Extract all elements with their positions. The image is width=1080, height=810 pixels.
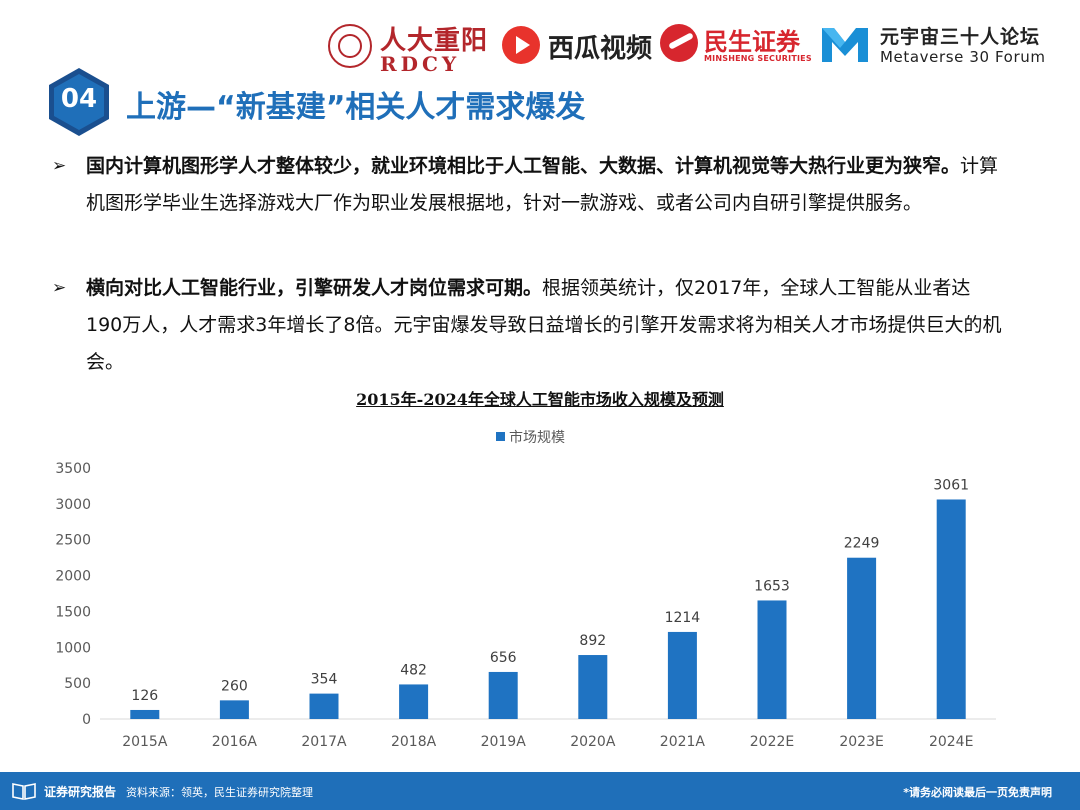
page-title: 上游—“新基建”相关人才需求爆发 — [126, 90, 586, 125]
minsheng-logo-cn: 民生证券 — [704, 28, 800, 56]
header-logos: 人大重阳 RDCY 西瓜视频 民生证券 MINSHENG SECURITIES … — [328, 18, 1060, 78]
xigua-logo-text: 西瓜视频 — [548, 34, 653, 64]
legend-label: 市场规模 — [509, 429, 565, 446]
y-tick-label: 0 — [82, 712, 91, 728]
metaverse-forum-en: Metaverse 30 Forum — [880, 48, 1046, 66]
x-tick-label: 2015A — [122, 734, 168, 750]
minsheng-logo-en: MINSHENG SECURITIES — [704, 54, 812, 63]
x-tick-label: 2020A — [570, 734, 616, 750]
metaverse-forum-cn: 元宇宙三十人论坛 — [880, 26, 1041, 48]
bullet-text-1: 国内计算机图形学人才整体较少，就业环境相比于人工智能、大数据、计算机视觉等大热行… — [86, 148, 1002, 222]
xigua-play-icon — [502, 26, 540, 64]
data-label-2023E: 2249 — [844, 536, 880, 552]
y-tick-label: 500 — [64, 676, 91, 692]
data-label-2015A: 126 — [131, 688, 158, 704]
bullet-point-1: ➢ 国内计算机图形学人才整体较少，就业环境相比于人工智能、大数据、计算机视觉等大… — [52, 148, 1002, 222]
x-tick-label: 2022E — [750, 734, 794, 750]
x-tick-label: 2017A — [301, 734, 347, 750]
bar-chart: 市场规模 0 500 1000 1500 2000 2500 3000 3500 126 2015A… — [55, 429, 996, 750]
bar-2017A — [309, 693, 339, 719]
footer-source: 资料来源：领英，民生证券研究院整理 — [126, 786, 313, 799]
book-icon — [12, 783, 36, 800]
bar-2019A — [488, 671, 518, 719]
data-label-2018A: 482 — [400, 662, 427, 678]
data-label-2019A: 656 — [490, 650, 517, 666]
chart-title: 2015年-2024年全球人工智能市场收入规模及预测 — [356, 390, 724, 409]
arrow-bullet-icon: ➢ — [52, 278, 67, 298]
y-tick-label: 3000 — [55, 497, 91, 513]
data-label-2017A: 354 — [311, 672, 338, 688]
legend-swatch — [496, 432, 505, 441]
y-tick-label: 2500 — [55, 533, 91, 549]
x-tick-label: 2021A — [660, 734, 706, 750]
footer-disclaimer: *请务必阅读最后一页免责声明 — [903, 786, 1052, 799]
bar-2023E — [847, 557, 877, 719]
y-tick-label: 1000 — [55, 640, 91, 656]
rdcy-seal-icon — [328, 24, 372, 68]
data-label-2020A: 892 — [579, 633, 606, 649]
data-label-2022E: 1653 — [754, 578, 790, 594]
bar-2015A — [130, 709, 160, 719]
data-label-2021A: 1214 — [665, 610, 701, 626]
footer-report-label: 证券研究报告 — [44, 785, 117, 799]
footer-bar: 证券研究报告 资料来源：领英，民生证券研究院整理 *请务必阅读最后一页免责声明 — [0, 772, 1080, 810]
x-tick-label: 2024E — [929, 734, 973, 750]
data-label-2024E: 3061 — [933, 477, 969, 493]
bullet-1-body: 计算机图形学毕业生选择游戏大厂作为职业发展根据地，针对一款游戏、或者公司内自研引… — [86, 155, 999, 214]
x-tick-label: 2016A — [212, 734, 258, 750]
bullet-2-bold: 横向对比人工智能行业，引擎研发人才岗位需求可期。 — [86, 277, 543, 299]
bullet-point-2: ➢ 横向对比人工智能行业，引擎研发人才岗位需求可期。根据领英统计，仅2017年，… — [52, 270, 1002, 381]
metaverse-m-icon — [822, 28, 868, 62]
section-hexagon-badge — [49, 68, 109, 136]
bullet-text-2: 横向对比人工智能行业，引擎研发人才岗位需求可期。根据领英统计，仅2017年，全球… — [86, 270, 1002, 381]
minsheng-mark-icon — [660, 24, 698, 62]
rdcy-logo-cn: 人大重阳 — [380, 26, 489, 56]
bar-2022E — [757, 600, 787, 719]
y-tick-label: 2000 — [55, 569, 91, 585]
y-tick-label: 3500 — [55, 461, 91, 477]
arrow-bullet-icon: ➢ — [52, 156, 67, 176]
bar-2016A — [219, 700, 249, 719]
data-label-2016A: 260 — [221, 678, 248, 694]
rdcy-logo: 人大重阳 RDCY — [328, 20, 488, 76]
bar-2021A — [667, 631, 697, 719]
rdcy-logo-en: RDCY — [380, 52, 461, 76]
bar-2024E — [936, 499, 966, 719]
x-tick-label: 2019A — [481, 734, 527, 750]
bullet-1-bold: 国内计算机图形学人才整体较少，就业环境相比于人工智能、大数据、计算机视觉等大热行… — [86, 155, 961, 177]
bar-2018A — [399, 684, 429, 719]
bullet-2-body: 根据领英统计，仅2017年，全球人工智能从业者达190万人，人才需求3年增长了8… — [86, 277, 1002, 373]
bar-2020A — [578, 655, 608, 719]
section-number: 04 — [60, 84, 98, 114]
x-tick-label: 2023E — [839, 734, 883, 750]
x-tick-label: 2018A — [391, 734, 437, 750]
y-tick-label: 1500 — [55, 604, 91, 620]
